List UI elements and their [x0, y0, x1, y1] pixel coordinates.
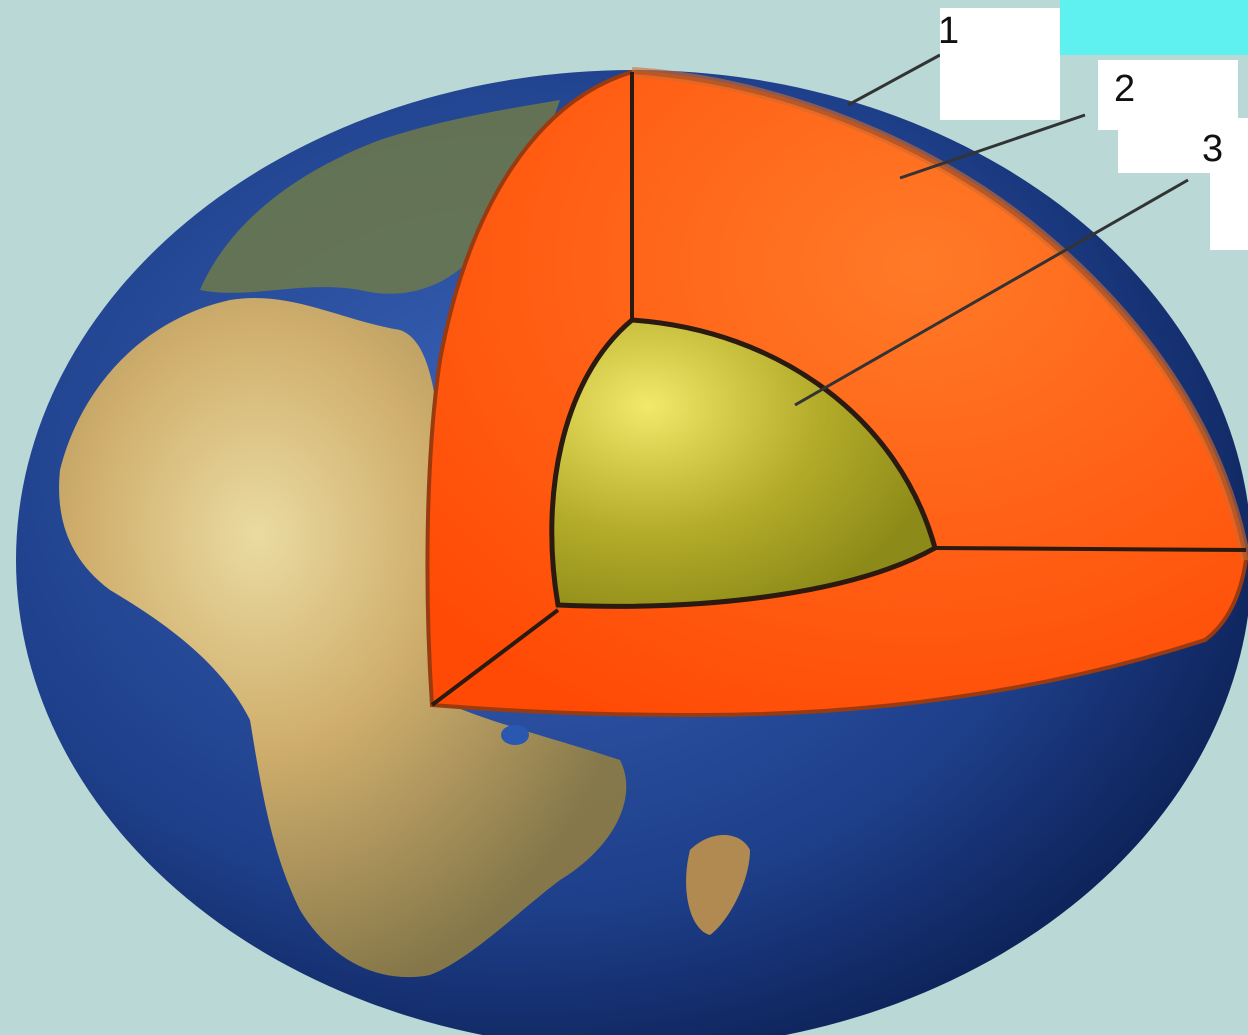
landmass-madagascar [686, 835, 750, 935]
leader-line-1 [847, 53, 941, 107]
cyan-strip [1060, 0, 1248, 55]
label-number-1: 1 [938, 10, 960, 52]
landmass-africa [59, 297, 627, 978]
leader-line-3 [794, 178, 1189, 407]
lake [501, 725, 529, 745]
core-layer [549, 317, 938, 609]
label-box-3 [1118, 118, 1248, 173]
section-line-horizontal [934, 546, 1247, 552]
section-line-diagonal [430, 608, 560, 707]
crust-layer [631, 67, 1248, 561]
leader-line-2 [899, 113, 1086, 180]
label-box-1 [940, 8, 1060, 120]
label-box-3-lower [1210, 170, 1248, 250]
label-number-3: 3 [1202, 128, 1224, 170]
label-number-2: 2 [1114, 68, 1136, 110]
